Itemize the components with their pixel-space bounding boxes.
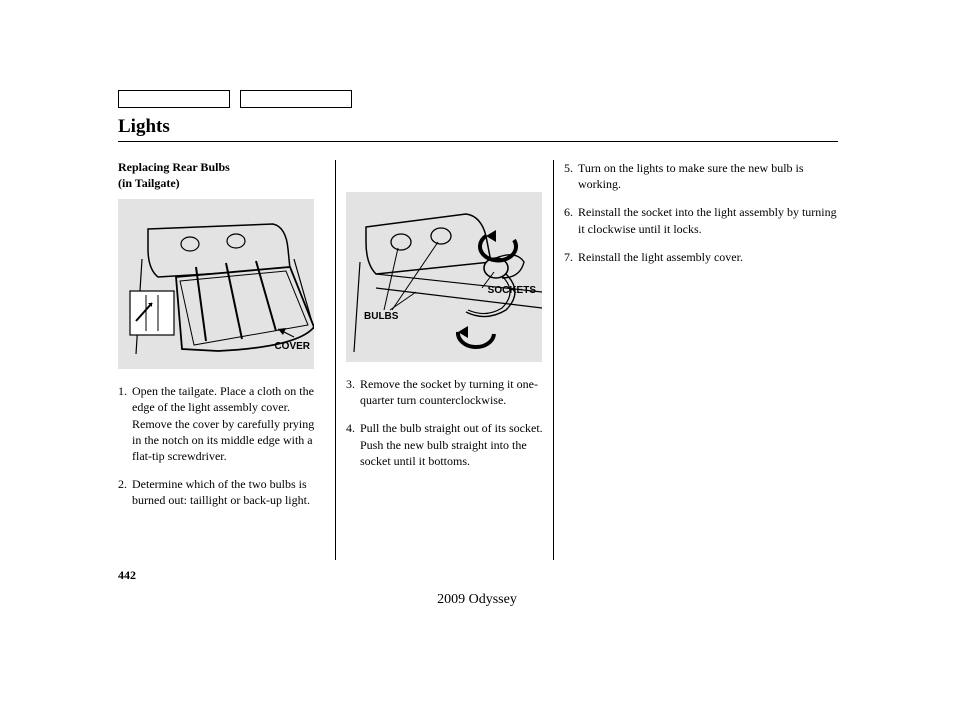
section-heading: Replacing Rear Bulbs (in Tailgate)	[118, 160, 325, 191]
column-1: Replacing Rear Bulbs (in Tailgate)	[118, 160, 336, 560]
placeholder-box	[240, 90, 352, 108]
figure-cover-removal: COVER	[118, 199, 314, 369]
step-item: Determine which of the two bulbs is burn…	[118, 476, 325, 508]
column-2: BULBS SOCKETS Remove the socket by turni…	[336, 160, 554, 560]
cover-label: COVER	[274, 340, 310, 353]
placeholder-box	[118, 90, 230, 108]
step-item: Reinstall the light assembly cover.	[564, 249, 838, 265]
step-item: Open the tailgate. Place a cloth on the …	[118, 383, 325, 464]
heading-line-2: (in Tailgate)	[118, 176, 180, 190]
figure-bulbs-sockets: BULBS SOCKETS	[346, 192, 542, 362]
footer-model-year: 2009 Odyssey	[0, 592, 954, 608]
manual-page: Lights Replacing Rear Bulbs (in Tailgate…	[118, 90, 838, 583]
column-3: Turn on the lights to make sure the new …	[554, 160, 838, 560]
steps-list-col1: Open the tailgate. Place a cloth on the …	[118, 383, 325, 508]
steps-list-col2: Remove the socket by turning it one-quar…	[346, 376, 543, 469]
step-item: Pull the bulb straight out of its socket…	[346, 420, 543, 469]
bulbs-diagram-icon	[346, 192, 542, 362]
bulbs-label: BULBS	[364, 310, 398, 323]
heading-line-1: Replacing Rear Bulbs	[118, 160, 230, 174]
content-columns: Replacing Rear Bulbs (in Tailgate)	[118, 160, 838, 560]
step-item: Reinstall the socket into the light asse…	[564, 204, 838, 236]
steps-list-col3: Turn on the lights to make sure the new …	[564, 160, 838, 265]
page-number: 442	[118, 568, 838, 583]
spacer	[346, 160, 543, 192]
step-item: Turn on the lights to make sure the new …	[564, 160, 838, 192]
header-placeholder-boxes	[118, 90, 838, 108]
sockets-label: SOCKETS	[488, 284, 536, 297]
page-title: Lights	[118, 116, 838, 142]
step-item: Remove the socket by turning it one-quar…	[346, 376, 543, 408]
